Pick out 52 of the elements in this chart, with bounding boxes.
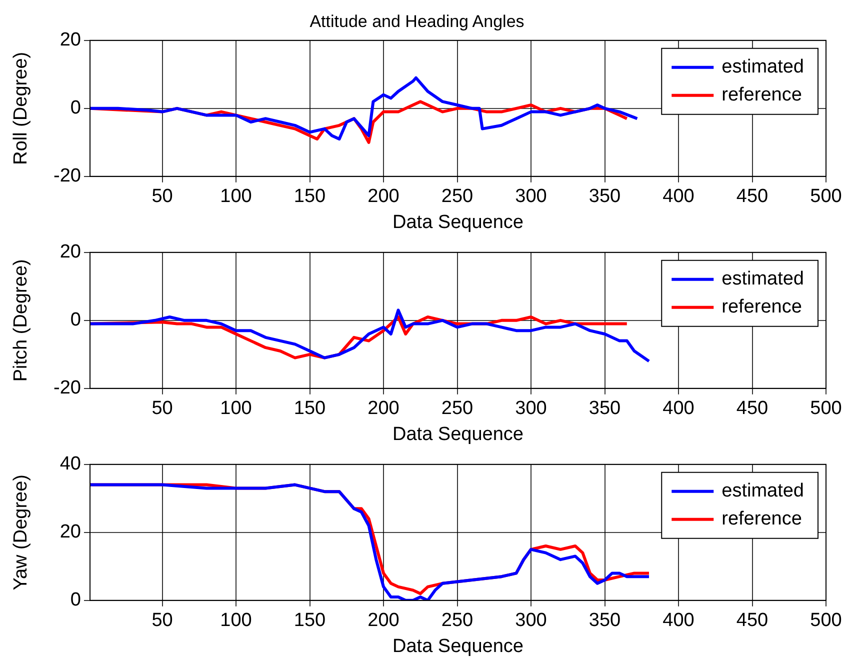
x-tick-label: 450 bbox=[736, 398, 768, 420]
x-tick-label: 100 bbox=[220, 186, 252, 208]
x-tick-label: 50 bbox=[152, 610, 173, 632]
x-tick-label: 150 bbox=[294, 186, 326, 208]
x-tick-label: 50 bbox=[152, 398, 173, 420]
x-tick-label: 100 bbox=[220, 610, 252, 632]
legend-label: estimated bbox=[722, 56, 804, 78]
x-tick-label: 100 bbox=[220, 398, 252, 420]
x-tick-label: 450 bbox=[736, 610, 768, 632]
x-tick-label: 400 bbox=[662, 610, 694, 632]
x-tick-label: 150 bbox=[294, 398, 326, 420]
y-axis-title: Pitch (Degree) bbox=[10, 259, 32, 382]
x-tick-label: 350 bbox=[588, 610, 621, 632]
y-tick-label: 20 bbox=[60, 30, 81, 51]
legend-label: reference bbox=[722, 84, 802, 106]
x-tick-label: 400 bbox=[662, 186, 694, 208]
x-tick-label: 450 bbox=[736, 186, 768, 208]
x-tick-label: 300 bbox=[515, 610, 547, 632]
x-tick-label: 200 bbox=[368, 186, 400, 208]
x-tick-label: 500 bbox=[810, 610, 842, 632]
x-axis-title: Data Sequence bbox=[392, 212, 524, 233]
y-tick-label: 20 bbox=[60, 522, 81, 543]
x-tick-label: 250 bbox=[441, 610, 474, 632]
y-tick-label: -20 bbox=[54, 166, 81, 187]
x-tick-label: 200 bbox=[368, 610, 400, 632]
x-tick-label: 500 bbox=[810, 398, 842, 420]
y-axis-title: Yaw (Degree) bbox=[10, 474, 32, 590]
x-tick-label: 250 bbox=[441, 186, 474, 208]
x-tick-label: 350 bbox=[588, 186, 621, 208]
x-tick-label: 50 bbox=[152, 186, 173, 208]
chart-title: Attitude and Heading Angles bbox=[310, 12, 524, 31]
x-tick-label: 500 bbox=[810, 186, 842, 208]
legend-label: estimated bbox=[722, 480, 804, 502]
y-tick-label: -20 bbox=[54, 378, 81, 399]
y-tick-label: 40 bbox=[60, 454, 81, 475]
x-axis-title: Data Sequence bbox=[392, 424, 524, 445]
x-tick-label: 400 bbox=[662, 398, 694, 420]
x-tick-label: 300 bbox=[515, 186, 547, 208]
x-tick-label: 250 bbox=[441, 398, 474, 420]
legend-label: reference bbox=[722, 296, 802, 318]
x-axis-title: Data Sequence bbox=[392, 636, 524, 657]
x-tick-label: 150 bbox=[294, 610, 326, 632]
y-tick-label: 0 bbox=[70, 310, 81, 331]
x-tick-label: 350 bbox=[588, 398, 621, 420]
y-tick-label: 20 bbox=[60, 242, 81, 263]
legend-label: reference bbox=[722, 508, 802, 530]
y-axis-title: Roll (Degree) bbox=[10, 52, 32, 165]
y-tick-label: 0 bbox=[70, 98, 81, 119]
legend-label: estimated bbox=[722, 268, 804, 290]
x-tick-label: 300 bbox=[515, 398, 547, 420]
x-tick-label: 200 bbox=[368, 398, 400, 420]
y-tick-label: 0 bbox=[70, 590, 81, 611]
